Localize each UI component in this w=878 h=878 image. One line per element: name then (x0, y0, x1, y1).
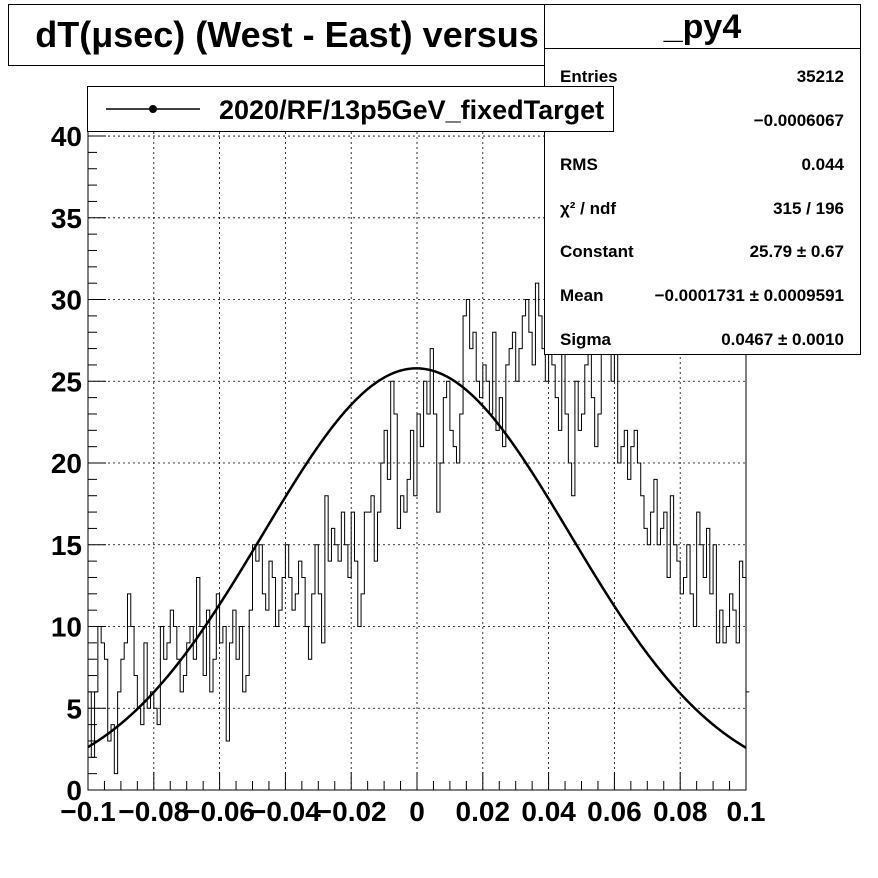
title-box: dT(μsec) (West - East) versus Z (8, 4, 598, 66)
stats-row-chi2: χ² / ndf 315 / 196 (560, 197, 844, 221)
x-tick-label: −0.04 (250, 796, 321, 827)
y-tick-label: 15 (51, 530, 82, 561)
y-tick-label: 0 (66, 775, 82, 806)
stats-label: Entries (560, 67, 618, 86)
stats-value: −0.0001731 ± 0.0009591 (654, 286, 844, 305)
stats-row-rms: RMS 0.044 (560, 153, 844, 177)
y-tick-label: 30 (51, 285, 82, 316)
stats-value: 0.0467 ± 0.0010 (721, 330, 844, 349)
stats-row-mean: −0.0006067 (560, 109, 844, 133)
stats-label: Mean (560, 286, 604, 305)
legend-entry-label: 2020/RF/13p5GeV_fixedTarget (219, 95, 605, 125)
stats-value: 25.79 ± 0.67 (749, 242, 844, 261)
x-tick-label: −0.06 (184, 796, 255, 827)
legend-marker (106, 105, 200, 113)
gaussian-fit-curve (87, 367, 747, 749)
stats-value: 0.044 (801, 155, 844, 174)
y-tick-label: 25 (51, 366, 82, 397)
y-tick-label: 35 (51, 203, 82, 234)
x-tick-label: 0.04 (521, 796, 576, 827)
stats-label: Constant (560, 242, 634, 261)
stats-label: RMS (560, 155, 598, 174)
x-tick-label: 0.08 (653, 796, 708, 827)
stats-value: −0.0006067 (753, 111, 844, 130)
x-tick-label: 0.06 (587, 796, 642, 827)
stats-value: 315 / 196 (773, 199, 844, 218)
x-tick-label: 0.02 (456, 796, 511, 827)
stats-row-entries: Entries 35212 (560, 65, 844, 89)
y-tick-label: 20 (51, 448, 82, 479)
y-tick-label: 5 (66, 693, 82, 724)
stats-row-constant: Constant 25.79 ± 0.67 (560, 240, 844, 264)
stats-histogram-name: _py4 (545, 5, 860, 49)
stats-row-sigma: Sigma 0.0467 ± 0.0010 (560, 328, 844, 352)
stats-box: _py4 Entries 35212 −0.0006067 RMS 0.044 … (544, 4, 861, 355)
x-tick-label: 0 (409, 796, 425, 827)
x-tick-label: −0.1 (60, 796, 115, 827)
y-tick-label: 40 (51, 121, 82, 152)
stats-row-fit-mean: Mean −0.0001731 ± 0.0009591 (560, 284, 844, 308)
stats-label: χ² / ndf (560, 199, 617, 218)
stats-label: Sigma (560, 330, 612, 349)
x-tick-label: −0.08 (118, 796, 189, 827)
x-tick-label: 0.1 (727, 796, 766, 827)
x-tick-label: −0.02 (316, 796, 387, 827)
y-tick-label: 10 (51, 612, 82, 643)
legend: 2020/RF/13p5GeV_fixedTarget (87, 86, 614, 132)
stats-value: 35212 (796, 67, 844, 86)
histogram-series-line (88, 282, 750, 775)
chart-title: dT(μsec) (West - East) versus Z (35, 14, 571, 55)
